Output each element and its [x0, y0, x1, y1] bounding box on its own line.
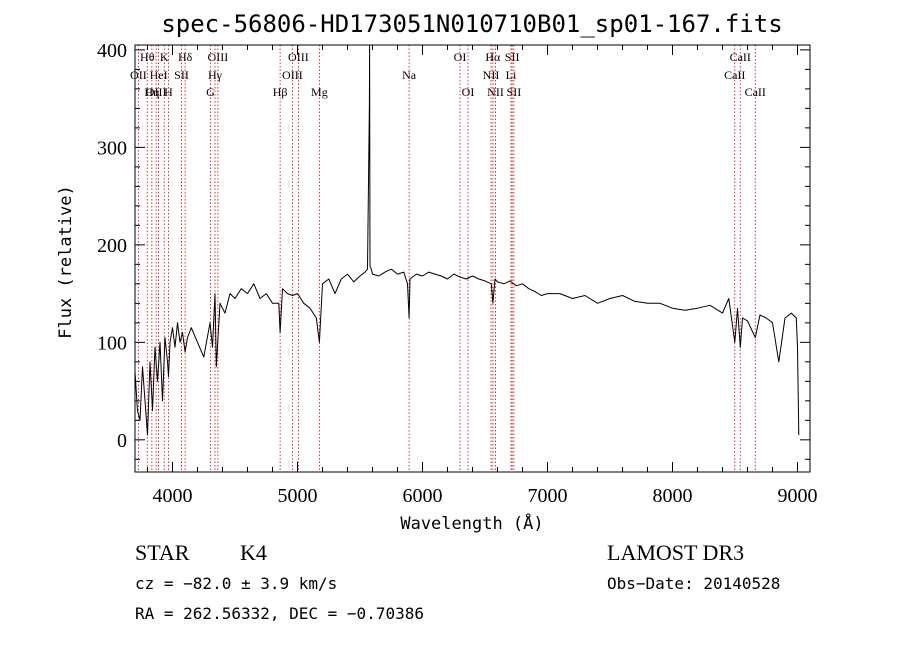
spectral-line-label: CaII: [730, 50, 751, 64]
y-tick-label: 300: [97, 137, 127, 159]
y-tick-label: 400: [97, 40, 127, 62]
spectral-line-label: Hδ: [178, 50, 193, 64]
redshift-velocity: cz = −82.0 ± 3.9 km/s: [135, 574, 338, 593]
spectral-line-label: NII: [487, 85, 504, 99]
spectral-line-label: Li: [506, 68, 517, 82]
y-tick-label: 100: [97, 332, 127, 354]
spectral-line-label: OIII: [146, 85, 167, 99]
x-tick-label: 8000: [653, 485, 693, 507]
spectral-line-label: H: [164, 85, 173, 99]
x-tick-label: 5000: [278, 485, 318, 507]
spectrum-series: [134, 44, 800, 436]
spectral-line-label: NII: [483, 68, 500, 82]
x-tick-label: 7000: [528, 485, 568, 507]
spectral-line-label: HeI: [150, 68, 168, 82]
spectral-line-label: G: [206, 85, 215, 99]
spectral-line-label: SII: [174, 68, 189, 82]
y-axis-label: Flux (relative): [56, 185, 76, 339]
x-axis-label: Wavelength (Å): [400, 512, 543, 534]
spectral-line-label: OI: [454, 50, 467, 64]
spectral-line-label: Hγ: [208, 68, 223, 82]
object-class: STAR: [135, 540, 190, 565]
spectral-line-label: OI: [462, 85, 475, 99]
ra-dec-coordinates: RA = 262.56332, DEC = −0.70386: [135, 604, 424, 623]
spectral-line-label: Hη: [144, 85, 159, 99]
spectral-line-label: OIII: [208, 50, 229, 64]
x-tick-label: 9000: [778, 485, 818, 507]
axis-ticks: 4000 5000 6000 7000 8000 9000 0 100 200 300 400: [97, 40, 818, 507]
spectral-line-label: CaII: [724, 68, 745, 82]
x-tick-label: 4000: [153, 485, 193, 507]
spectral-line-label: K: [160, 50, 169, 64]
observation-date: Obs−Date: 20140528: [607, 574, 781, 593]
plot-frame: [134, 44, 811, 473]
chart-title: spec-56806-HD173051N010710B01_sp01-167.f…: [161, 10, 782, 38]
object-subclass: K4: [240, 540, 267, 565]
spectral-line-label: Mg: [311, 85, 328, 99]
y-tick-label: 0: [117, 430, 127, 452]
x-tick-label: 6000: [403, 485, 443, 507]
spectral-line-label: Hθ: [140, 50, 155, 64]
spectrum-chart: spec-56806-HD173051N010710B01_sp01-167.f…: [56, 10, 818, 534]
spectral-line-label: SII: [507, 85, 522, 99]
spectral-line-label: OIII: [282, 68, 303, 82]
spectral-line-label: OIII: [288, 50, 309, 64]
spectral-line-label: Hβ: [273, 85, 288, 99]
survey-name: LAMOST DR3: [607, 540, 745, 565]
spectral-line-label: CaII: [745, 85, 766, 99]
spectral-line-label: Na: [402, 68, 417, 82]
spectral-line-label: Hα: [485, 50, 501, 64]
spectral-line-label: SII: [505, 50, 520, 64]
y-tick-label: 200: [97, 235, 127, 257]
spectral-line-label: OII: [130, 68, 147, 82]
spectrum-line: [134, 44, 800, 436]
